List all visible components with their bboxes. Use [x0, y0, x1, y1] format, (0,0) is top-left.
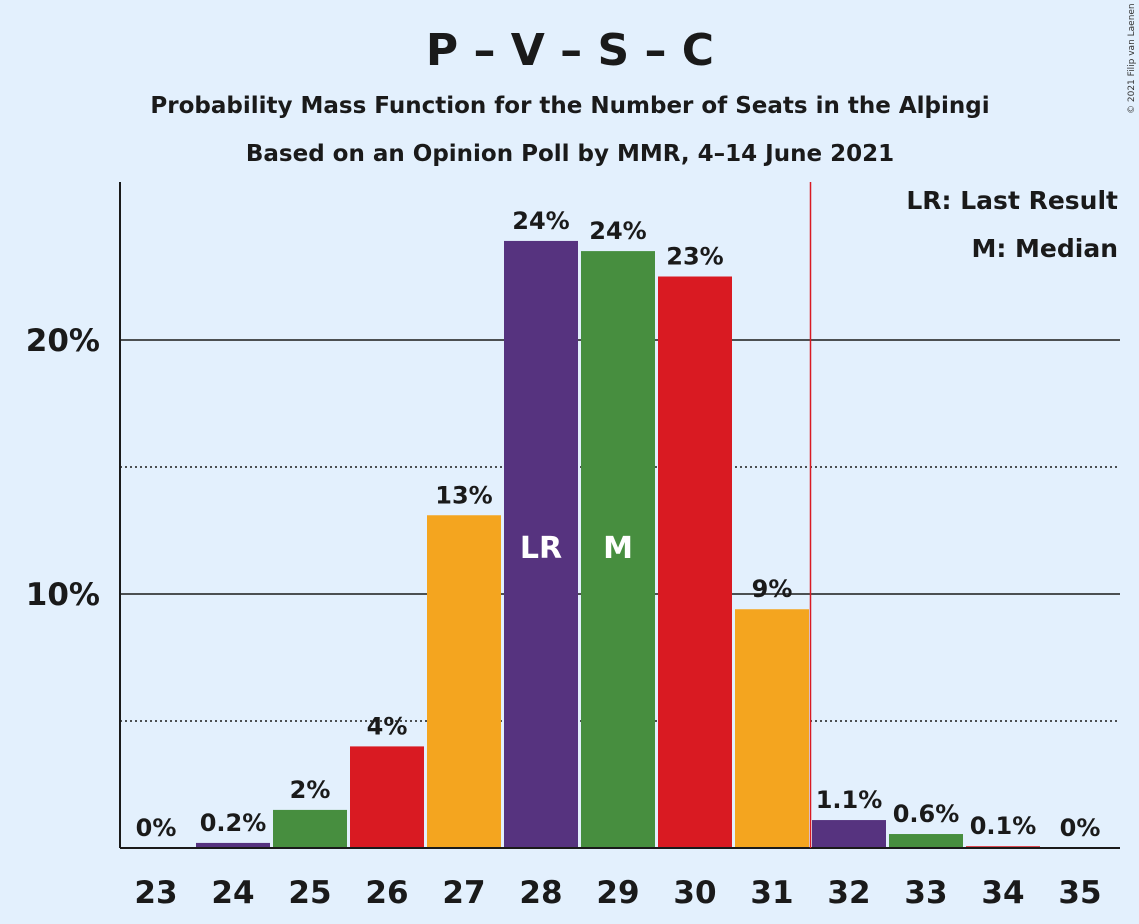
- x-tick-label-26: 26: [365, 875, 408, 911]
- bar-28: [504, 240, 578, 848]
- y-axis-tick-labels: 10% 20%: [26, 323, 100, 613]
- y-tick-label: 10%: [26, 577, 100, 613]
- bar-29: [581, 251, 655, 849]
- data-label-31: 9%: [752, 575, 793, 603]
- data-label-23: 0%: [136, 814, 177, 842]
- data-label-35: 0%: [1060, 814, 1101, 842]
- data-label-34: 0.1%: [970, 812, 1037, 840]
- bar-31: [735, 609, 809, 848]
- copyright-text: © 2021 Filip van Laenen: [1127, 3, 1137, 114]
- bar-26: [350, 746, 424, 848]
- legend-last-result: LR: Last Result: [906, 186, 1118, 215]
- x-tick-label-34: 34: [981, 875, 1024, 911]
- data-label-29: 24%: [589, 217, 646, 245]
- data-label-33: 0.6%: [893, 800, 960, 828]
- data-label-24: 0.2%: [200, 809, 267, 837]
- legend-median: M: Median: [971, 234, 1118, 263]
- axes: [119, 182, 1120, 849]
- x-tick-label-30: 30: [673, 875, 716, 911]
- chart-subtitle: Probability Mass Function for the Number…: [150, 93, 989, 119]
- data-label-32: 1.1%: [816, 786, 883, 814]
- legend: LR: Last Result M: Median: [906, 186, 1118, 263]
- bar-32: [812, 820, 886, 848]
- x-tick-label-32: 32: [827, 875, 870, 911]
- x-tick-label-24: 24: [211, 875, 254, 911]
- x-tick-label-27: 27: [442, 875, 485, 911]
- x-tick-label-28: 28: [519, 875, 562, 911]
- bar-33: [889, 834, 963, 848]
- in-bar-label-28: LR: [520, 531, 562, 566]
- bar-24: [196, 842, 270, 848]
- data-label-28: 24%: [512, 207, 569, 235]
- bar-30: [658, 276, 732, 848]
- x-tick-label-35: 35: [1058, 875, 1101, 911]
- data-label-30: 23%: [666, 243, 723, 271]
- data-label-26: 4%: [367, 712, 408, 740]
- x-tick-label-25: 25: [288, 875, 331, 911]
- bars: LR M: [196, 240, 1040, 849]
- x-tick-label-23: 23: [134, 875, 177, 911]
- x-tick-label-31: 31: [750, 875, 793, 911]
- y-tick-label: 20%: [26, 323, 100, 359]
- bar-25: [273, 809, 347, 848]
- chart-subtitle-source: Based on an Opinion Poll by MMR, 4–14 Ju…: [246, 141, 894, 167]
- chart-title: P – V – S – C: [426, 25, 714, 76]
- bar-27: [427, 515, 501, 848]
- data-label-27: 13%: [435, 481, 492, 509]
- in-bar-label-29: M: [603, 531, 633, 566]
- x-tick-label-33: 33: [904, 875, 947, 911]
- data-labels: 0% 0.2% 2% 4% 13% 24% 24% 23% 9% 1.1% 0.6% 0.1% 0%: [136, 207, 1101, 842]
- x-tick-label-29: 29: [596, 875, 639, 911]
- data-label-25: 2%: [290, 776, 331, 804]
- x-axis-tick-labels: 23 24 25 26 27 28 29 30 31 32 33 34 35: [134, 875, 1101, 911]
